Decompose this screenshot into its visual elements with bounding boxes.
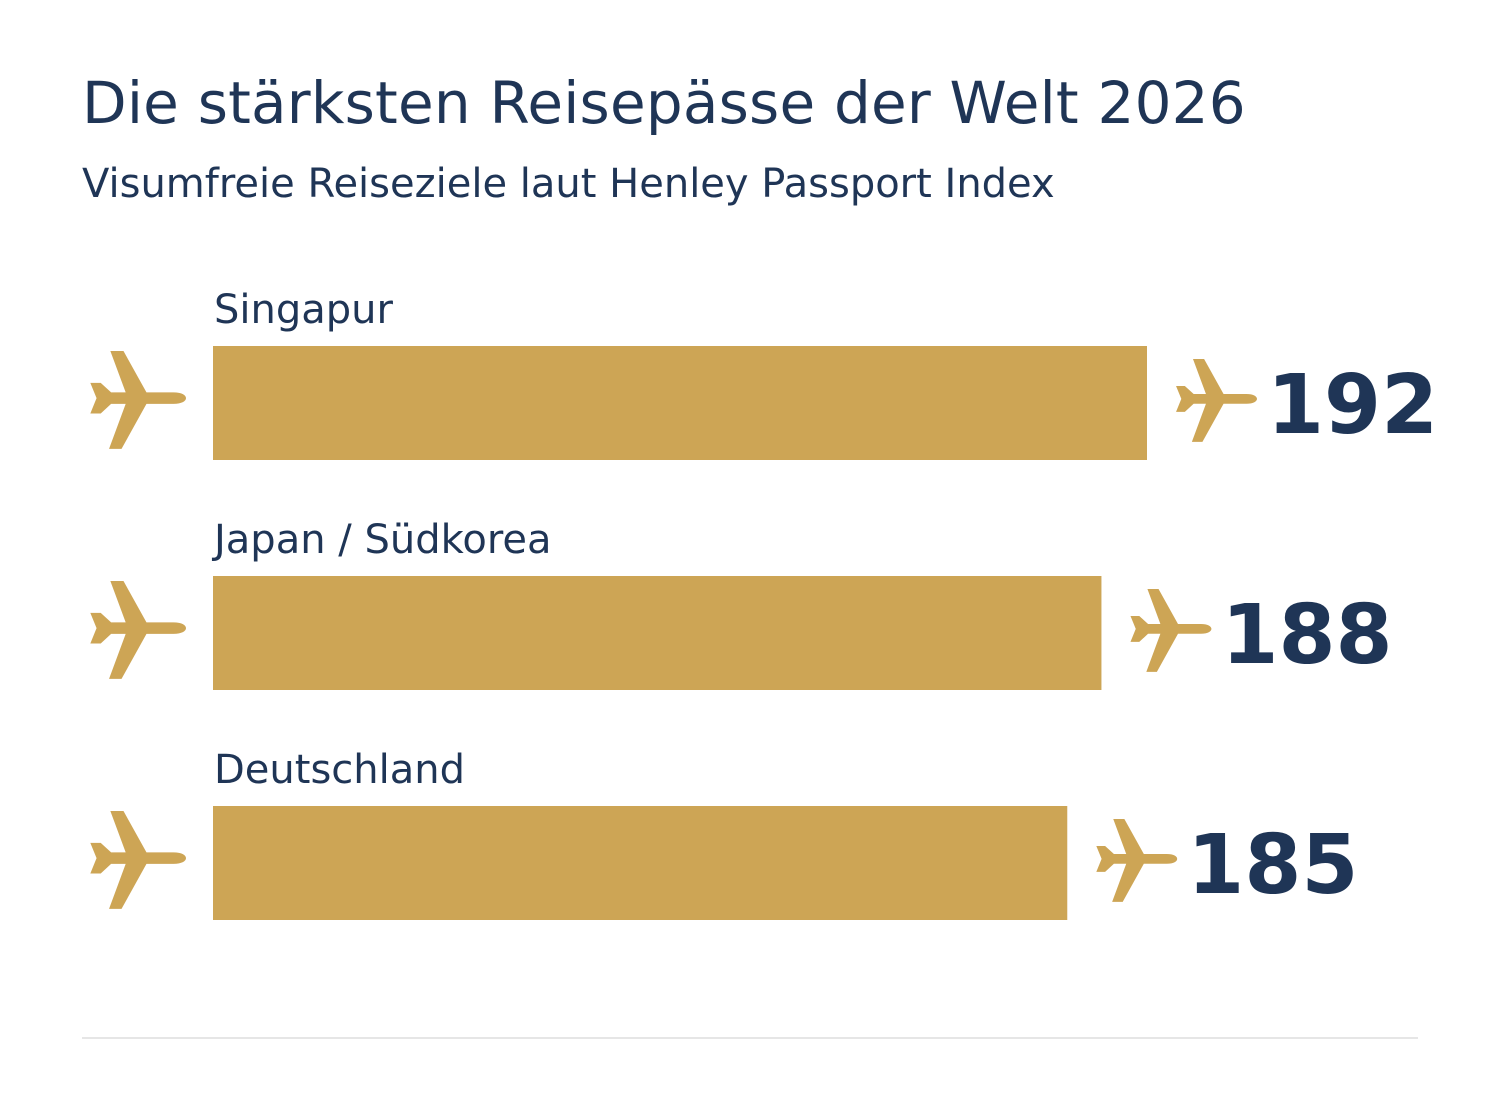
airplane-icon (90, 811, 186, 909)
bar-row: Deutschland 185 (90, 747, 1358, 920)
bar-row: Singapur 192 (90, 287, 1438, 460)
bottom-divider (82, 1037, 1418, 1039)
bar-row: Japan / Südkorea 188 (90, 517, 1393, 690)
value-label: 185 (1187, 818, 1358, 913)
airplane-icon (1096, 819, 1178, 902)
bar-rows: Singapur 192 Japan / Südkorea 188 Deutschlan… (90, 287, 1438, 920)
category-label: Singapur (214, 287, 394, 333)
category-label: Deutschland (214, 747, 465, 793)
value-label: 188 (1221, 588, 1392, 683)
bar (213, 576, 1102, 690)
airplane-icon (1176, 359, 1257, 442)
bar (213, 806, 1068, 920)
chart-title: Die stärksten Reisepässe der Welt 2026 (82, 69, 1246, 137)
chart-subtitle: Visumfreie Reiseziele laut Henley Passpo… (82, 161, 1055, 207)
category-label: Japan / Südkorea (211, 517, 552, 563)
airplane-icon (90, 581, 186, 679)
airplane-icon (1130, 589, 1212, 672)
value-label: 192 (1267, 358, 1438, 453)
airplane-icon (90, 351, 186, 449)
bar (213, 346, 1147, 460)
